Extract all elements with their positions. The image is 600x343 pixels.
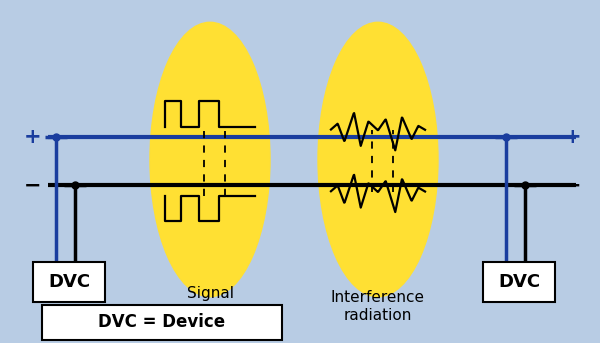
FancyBboxPatch shape xyxy=(33,262,105,302)
FancyBboxPatch shape xyxy=(483,262,555,302)
Text: Signal: Signal xyxy=(187,286,233,301)
Ellipse shape xyxy=(150,22,270,297)
FancyBboxPatch shape xyxy=(42,305,282,340)
Ellipse shape xyxy=(318,22,438,297)
Text: −: − xyxy=(564,175,582,195)
Text: DVC: DVC xyxy=(48,273,90,291)
Text: +: + xyxy=(24,127,42,147)
Text: DVC = Device: DVC = Device xyxy=(98,314,226,331)
Text: DVC: DVC xyxy=(498,273,540,291)
Text: −: − xyxy=(24,175,42,195)
Text: +: + xyxy=(564,127,582,147)
Text: Interference
radiation: Interference radiation xyxy=(331,290,425,323)
